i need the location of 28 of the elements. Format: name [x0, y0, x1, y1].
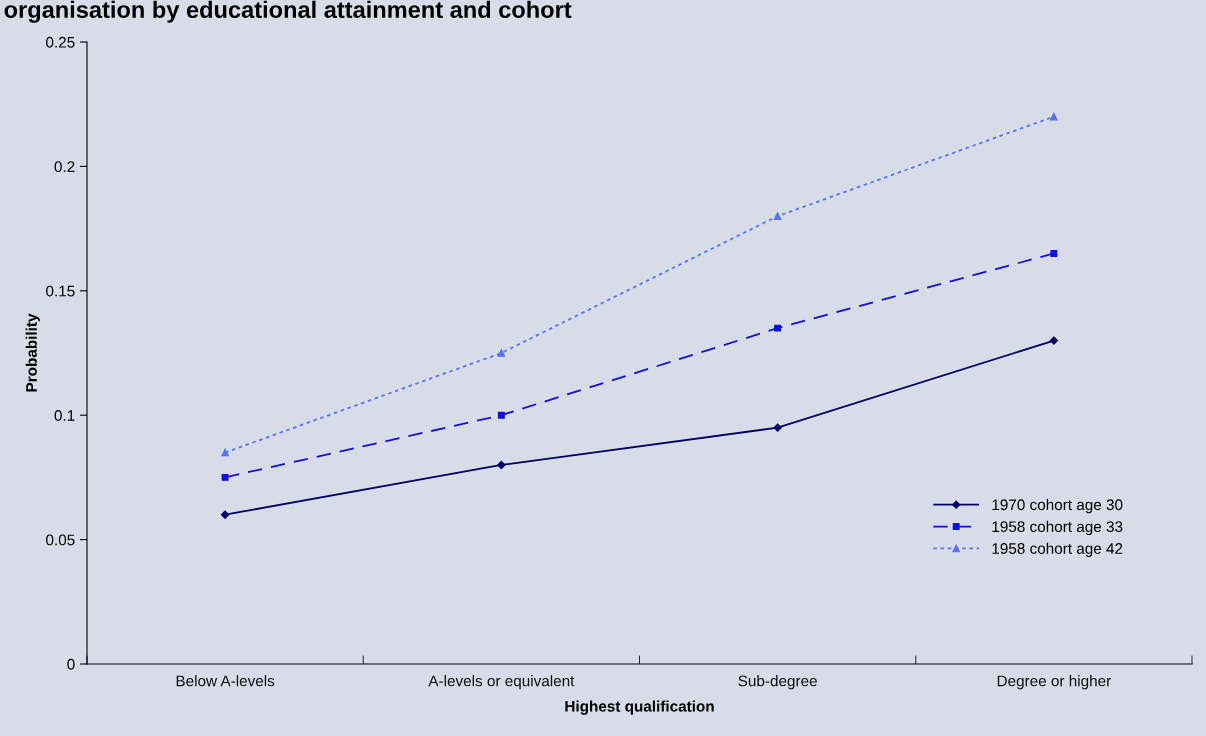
- point: [1049, 336, 1059, 345]
- y-tick-label: 0.25: [46, 36, 75, 48]
- point: [1050, 112, 1058, 121]
- point: [220, 510, 230, 519]
- point: [497, 411, 505, 419]
- chart-title: organisation by educational attainment and cohort: [4, 0, 572, 23]
- x-tick-label: Sub-degree: [738, 675, 817, 690]
- legend-label: 1958 cohort age 42: [992, 542, 1123, 557]
- y-axis-title: Probability: [25, 313, 40, 392]
- legend-label: 1970 cohort age 30: [992, 498, 1123, 514]
- x-tick-label: Degree or higher: [997, 675, 1111, 690]
- y-tick-label: 0.05: [46, 534, 75, 546]
- point: [497, 349, 506, 357]
- legend-label: 1958 cohort age 33: [992, 520, 1123, 536]
- y-tick-label: 0: [67, 658, 75, 670]
- point: [773, 423, 782, 432]
- point: [1050, 250, 1058, 257]
- point: [773, 212, 782, 220]
- point: [774, 324, 782, 332]
- x-axis-title: Highest qualification: [565, 700, 714, 715]
- y-tick-label: 0.1: [54, 410, 75, 421]
- y-tick-label: 0.2: [54, 161, 75, 173]
- x-tick-label: A-levels or equivalent: [428, 675, 575, 690]
- point: [221, 448, 229, 457]
- x-tick-label: Below A-levels: [176, 675, 275, 687]
- point: [221, 473, 229, 481]
- point: [497, 460, 506, 470]
- y-tick-label: 0.15: [46, 285, 75, 297]
